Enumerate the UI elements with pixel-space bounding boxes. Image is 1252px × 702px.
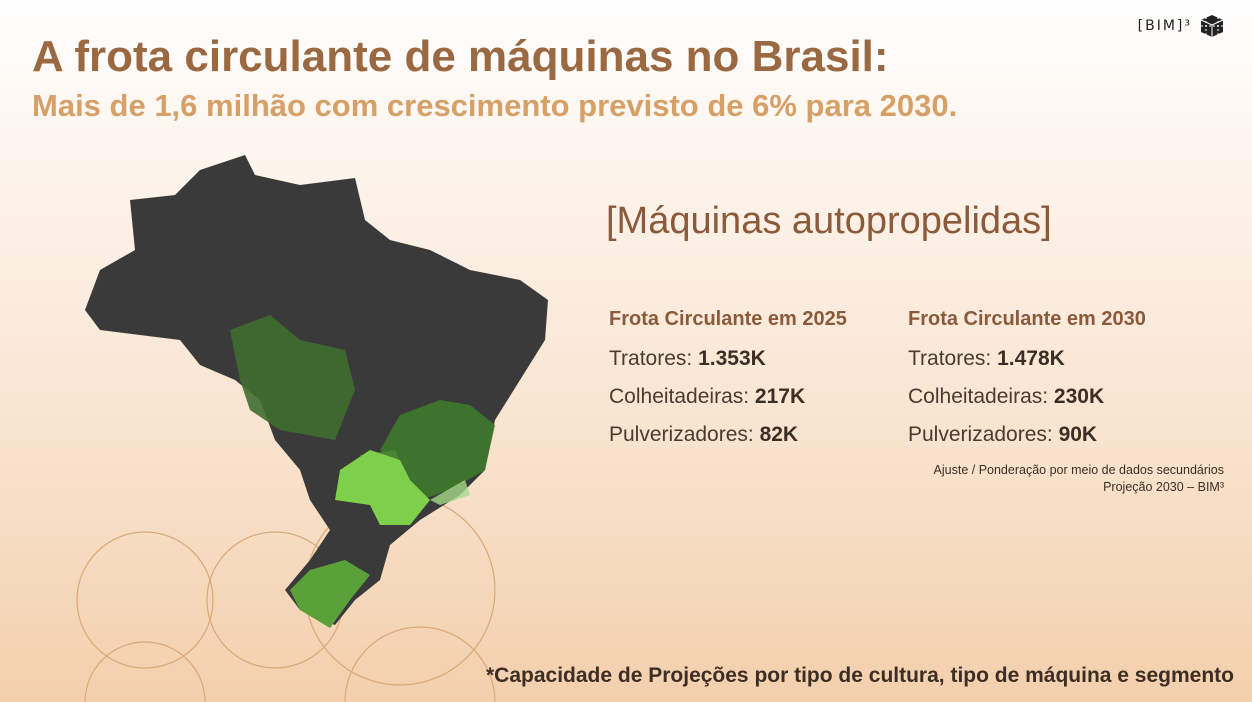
stat-row: Pulverizadores: 82K bbox=[609, 423, 847, 447]
state-mato-grosso bbox=[230, 315, 355, 440]
stat-row: Tratores: 1.353K bbox=[609, 347, 847, 371]
column-heading: Frota Circulante em 2025 bbox=[609, 308, 847, 330]
logo: [BIM]³ bbox=[1138, 14, 1224, 38]
stat-value: 82K bbox=[759, 423, 799, 446]
column-heading: Frota Circulante em 2030 bbox=[908, 308, 1146, 330]
state-rio-grande-do-sul bbox=[290, 560, 370, 628]
stat-value: 217K bbox=[754, 385, 806, 408]
fleet-2025-column: Frota Circulante em 2025 Tratores: 1.353… bbox=[609, 308, 847, 461]
state-minas-gerais bbox=[380, 400, 495, 500]
footer-note: *Capacidade de Projeções por tipo de cul… bbox=[486, 664, 1234, 687]
stat-label: Tratores: bbox=[908, 347, 998, 370]
stat-row: Colheitadeiras: 230K bbox=[908, 385, 1146, 409]
section-title: [Máquinas autopropelidas] bbox=[606, 200, 1052, 242]
fleet-2030-column: Frota Circulante em 2030 Tratores: 1.478… bbox=[908, 308, 1146, 461]
stat-value: 90K bbox=[1058, 423, 1098, 446]
stat-value: 230K bbox=[1053, 385, 1105, 408]
stat-row: Tratores: 1.478K bbox=[908, 347, 1146, 371]
cube-icon bbox=[1200, 15, 1224, 37]
stat-label: Colheitadeiras: bbox=[908, 385, 1054, 408]
stat-label: Colheitadeiras: bbox=[609, 385, 755, 408]
stat-value: 1.353K bbox=[698, 347, 766, 370]
state-sao-paulo bbox=[335, 450, 430, 525]
stat-label: Pulverizadores: bbox=[908, 423, 1059, 446]
stat-row: Colheitadeiras: 217K bbox=[609, 385, 847, 409]
page-subtitle: Mais de 1,6 milhão com crescimento previ… bbox=[32, 88, 958, 123]
stat-value: 1.478K bbox=[997, 347, 1065, 370]
source-note: Ajuste / Ponderação por meio de dados se… bbox=[934, 462, 1224, 496]
state-rio bbox=[430, 480, 470, 505]
stat-label: Pulverizadores: bbox=[609, 423, 760, 446]
stat-row: Pulverizadores: 90K bbox=[908, 423, 1146, 447]
stat-label: Tratores: bbox=[609, 347, 699, 370]
logo-text: [BIM]³ bbox=[1137, 18, 1192, 34]
page-title: A frota circulante de máquinas no Brasil… bbox=[32, 32, 889, 81]
source-note-line: Ajuste / Ponderação por meio de dados se… bbox=[933, 463, 1224, 477]
source-note-line: Projeção 2030 – BIM³ bbox=[1103, 480, 1224, 494]
